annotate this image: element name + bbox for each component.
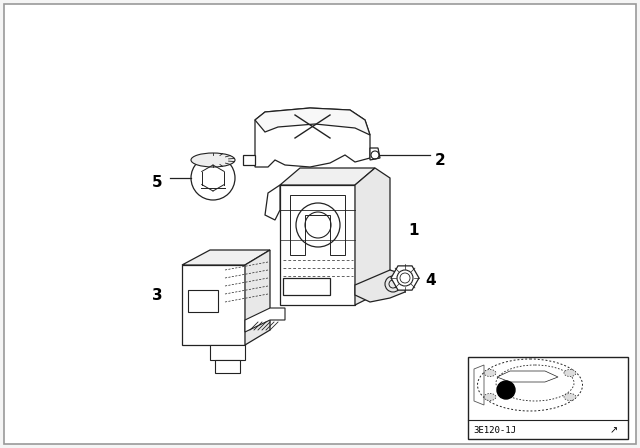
FancyBboxPatch shape (4, 4, 636, 444)
Polygon shape (210, 345, 245, 360)
Polygon shape (245, 308, 285, 332)
Polygon shape (245, 250, 270, 345)
Polygon shape (255, 108, 370, 167)
Polygon shape (280, 185, 355, 305)
Polygon shape (215, 360, 240, 373)
Polygon shape (370, 148, 380, 160)
Polygon shape (265, 185, 280, 220)
Ellipse shape (484, 370, 496, 376)
Circle shape (191, 156, 235, 200)
Text: 3: 3 (152, 288, 163, 302)
Text: 2: 2 (435, 152, 445, 168)
Ellipse shape (484, 393, 496, 401)
Ellipse shape (564, 393, 576, 401)
Polygon shape (182, 250, 270, 265)
Polygon shape (280, 168, 375, 185)
Ellipse shape (191, 153, 235, 167)
Circle shape (497, 381, 515, 399)
Text: 3E120-1J: 3E120-1J (473, 426, 516, 435)
Polygon shape (243, 155, 255, 165)
Text: 1: 1 (408, 223, 419, 237)
Text: 4: 4 (425, 272, 436, 288)
Polygon shape (355, 270, 405, 302)
Polygon shape (182, 265, 245, 345)
Polygon shape (355, 168, 390, 305)
Polygon shape (255, 108, 370, 135)
Polygon shape (391, 266, 419, 290)
Text: 5: 5 (152, 175, 163, 190)
FancyBboxPatch shape (468, 357, 628, 439)
Ellipse shape (564, 370, 576, 376)
Text: ↗: ↗ (610, 425, 618, 435)
